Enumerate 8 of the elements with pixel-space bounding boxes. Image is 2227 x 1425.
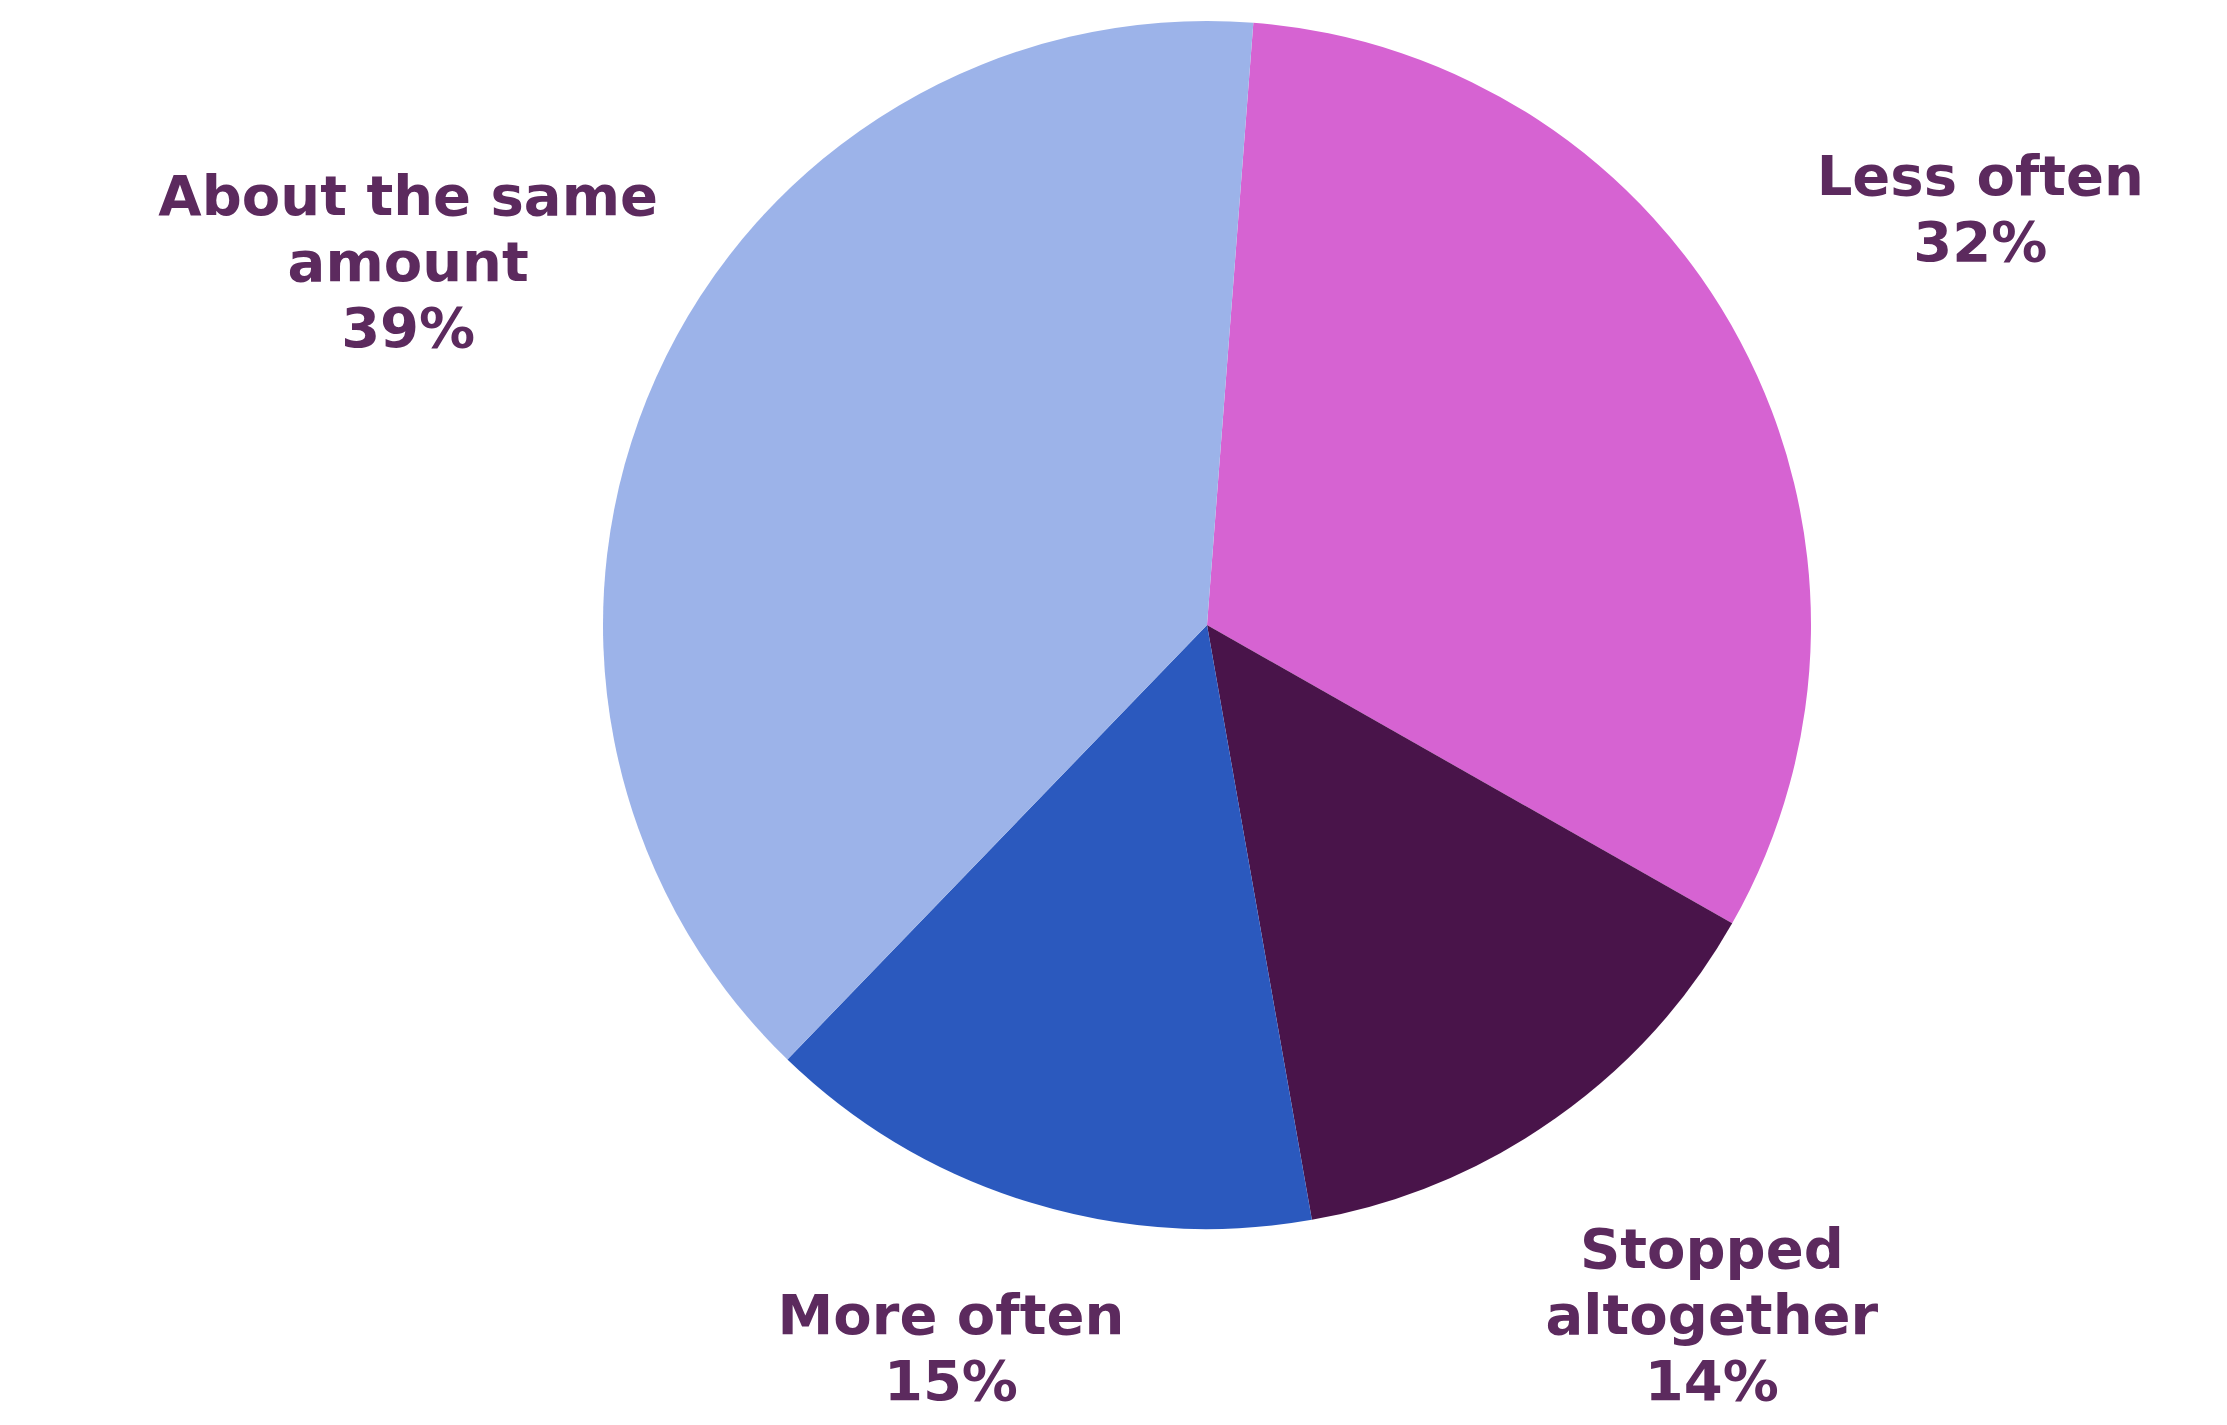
data-label: 14% [1644, 1347, 1779, 1413]
data-label: 39% [341, 294, 476, 360]
slice-label: About the same amount [158, 162, 658, 294]
data-label: 15% [883, 1347, 1018, 1413]
slice-label: Less often [1816, 143, 2144, 209]
data-label: 32% [1913, 209, 2048, 275]
slice-label: More often [777, 1281, 1125, 1347]
slice-label: Stopped altogether [1545, 1215, 1879, 1347]
